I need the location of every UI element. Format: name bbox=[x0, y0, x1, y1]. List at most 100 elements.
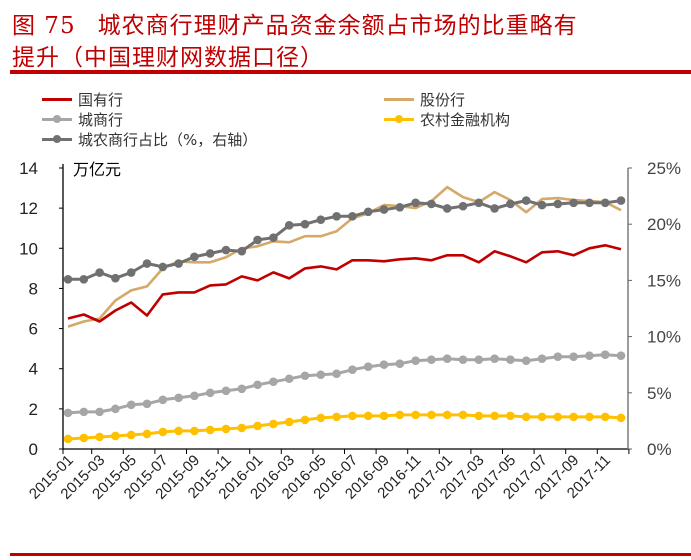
y2-tick-label: 10% bbox=[647, 328, 681, 347]
data-point bbox=[490, 204, 499, 213]
data-point bbox=[521, 196, 531, 205]
data-point bbox=[411, 410, 420, 420]
y-tick-label: 10 bbox=[19, 239, 38, 258]
data-point bbox=[585, 198, 594, 208]
series-line-4 bbox=[68, 199, 622, 281]
data-point bbox=[616, 413, 626, 423]
data-point bbox=[537, 200, 547, 210]
data-point bbox=[79, 433, 89, 443]
figure-title-line2: 提升（中国理财网数据口径） bbox=[12, 45, 324, 71]
data-point bbox=[126, 430, 136, 440]
data-point bbox=[521, 412, 531, 422]
figure-label: 图 75 bbox=[12, 13, 76, 39]
legend-item-state-banks: 国有行 bbox=[42, 89, 123, 110]
data-point bbox=[269, 419, 278, 429]
data-point bbox=[316, 413, 326, 423]
data-point bbox=[95, 407, 104, 417]
data-point bbox=[442, 204, 452, 213]
data-point bbox=[205, 425, 215, 435]
data-point bbox=[316, 370, 326, 380]
y2-tick-label: 15% bbox=[647, 271, 681, 290]
data-point bbox=[111, 273, 120, 283]
data-point bbox=[600, 412, 610, 422]
y-tick-label: 6 bbox=[29, 320, 38, 339]
data-point bbox=[174, 426, 183, 436]
data-point bbox=[537, 412, 547, 422]
data-point bbox=[300, 219, 310, 229]
data-point bbox=[458, 355, 468, 364]
data-point bbox=[348, 212, 357, 221]
data-point bbox=[427, 410, 436, 420]
legend-swatch bbox=[42, 135, 72, 143]
data-point bbox=[616, 196, 626, 205]
data-point bbox=[569, 198, 578, 208]
data-point bbox=[411, 356, 420, 365]
legend-swatch bbox=[42, 115, 72, 123]
legend-swatch bbox=[42, 98, 72, 101]
data-point bbox=[332, 212, 341, 221]
data-point bbox=[158, 262, 168, 272]
y-axis-label: 万亿元 bbox=[73, 160, 121, 179]
y-tick-label: 2 bbox=[29, 400, 38, 419]
series-line-1 bbox=[67, 185, 622, 328]
data-point bbox=[600, 198, 610, 208]
legend-swatch bbox=[384, 115, 414, 123]
data-point bbox=[190, 426, 199, 436]
data-point bbox=[253, 235, 262, 245]
data-point bbox=[95, 268, 104, 277]
data-point bbox=[142, 429, 152, 439]
data-point bbox=[616, 351, 626, 360]
data-point bbox=[411, 198, 420, 208]
data-point bbox=[348, 411, 357, 421]
data-point bbox=[379, 360, 389, 370]
data-point bbox=[521, 356, 531, 365]
data-point bbox=[221, 386, 231, 396]
data-point bbox=[63, 434, 73, 444]
legend-label: 城商行 bbox=[78, 111, 124, 129]
legend-item-joint-stock-banks: 股份行 bbox=[384, 89, 465, 110]
y-tick-label: 8 bbox=[29, 279, 38, 298]
data-point bbox=[142, 259, 152, 268]
data-point bbox=[395, 203, 405, 212]
data-point bbox=[284, 221, 294, 230]
y-tick-label: 14 bbox=[19, 159, 38, 178]
data-point bbox=[174, 259, 183, 268]
data-point bbox=[600, 350, 610, 359]
data-point bbox=[190, 391, 199, 401]
legend-item-city-banks: 城商行 bbox=[42, 109, 123, 130]
data-point bbox=[506, 411, 515, 421]
data-point bbox=[490, 354, 499, 363]
data-point bbox=[427, 355, 436, 364]
data-point bbox=[506, 199, 515, 209]
data-point bbox=[63, 408, 73, 418]
data-point bbox=[284, 374, 294, 384]
data-point bbox=[348, 365, 357, 375]
data-point bbox=[585, 412, 594, 422]
data-point bbox=[363, 362, 373, 372]
data-point bbox=[379, 411, 389, 421]
data-point bbox=[506, 355, 515, 364]
data-point bbox=[284, 417, 294, 427]
data-point bbox=[237, 423, 247, 433]
data-point bbox=[585, 351, 594, 360]
data-point bbox=[190, 252, 199, 262]
data-point bbox=[111, 404, 120, 414]
data-point bbox=[205, 388, 215, 398]
data-point bbox=[363, 411, 373, 421]
series-line-0 bbox=[67, 244, 622, 323]
data-point bbox=[316, 215, 326, 225]
data-point bbox=[379, 205, 389, 214]
data-point bbox=[395, 410, 405, 420]
data-point bbox=[79, 407, 89, 417]
data-point bbox=[158, 395, 168, 405]
data-point bbox=[253, 421, 262, 431]
data-point bbox=[553, 352, 563, 361]
data-point bbox=[205, 249, 215, 258]
figure-title-line1: 图 75 城农商行理财产品资金余额占市场的比重略有 bbox=[12, 6, 578, 40]
data-point bbox=[490, 411, 499, 421]
data-point bbox=[142, 399, 152, 409]
data-point bbox=[458, 201, 468, 211]
y-tick-label: 0 bbox=[29, 440, 38, 459]
